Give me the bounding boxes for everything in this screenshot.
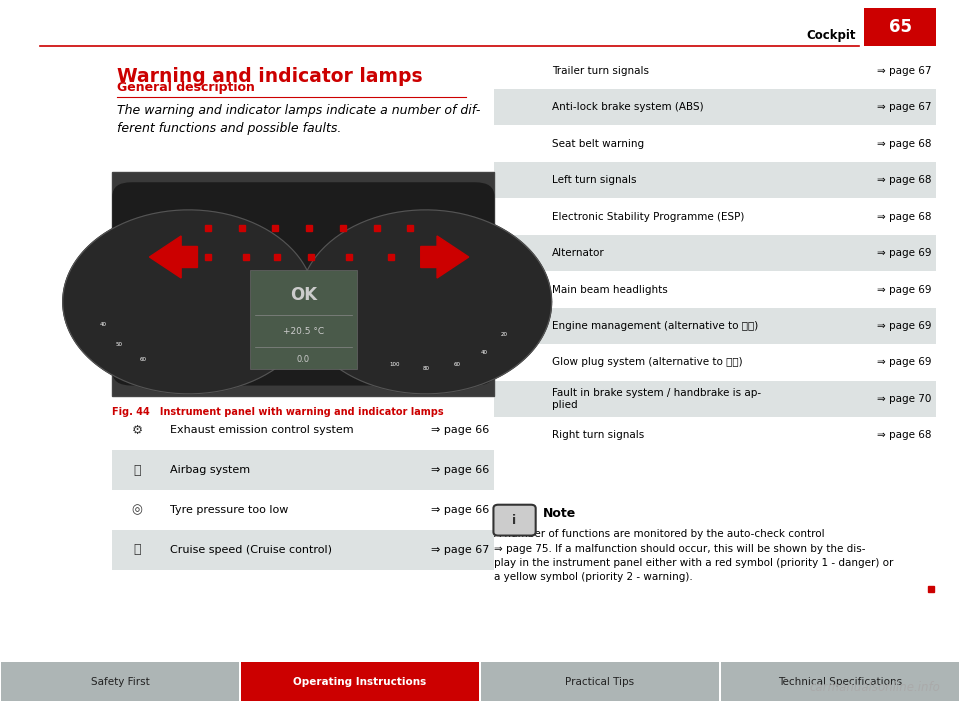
FancyBboxPatch shape [493,505,536,536]
Text: Warning and indicator lamps: Warning and indicator lamps [117,67,422,86]
Text: Main beam headlights: Main beam headlights [552,285,668,294]
Text: 100: 100 [390,362,400,367]
Polygon shape [420,236,468,278]
FancyBboxPatch shape [494,235,936,271]
Text: Alternator: Alternator [552,248,605,258]
Text: Glow plug system (alternative to ⒿⓂ): Glow plug system (alternative to ⒿⓂ) [552,358,743,367]
Text: ⇒ page 66: ⇒ page 66 [431,505,490,515]
Text: Fault in brake system / handbrake is ap-
plied: Fault in brake system / handbrake is ap-… [552,388,761,410]
FancyBboxPatch shape [494,381,936,417]
Text: Seat belt warning: Seat belt warning [552,139,644,149]
Text: ⇒ page 67: ⇒ page 67 [876,66,931,76]
FancyBboxPatch shape [241,662,479,701]
FancyBboxPatch shape [494,308,936,344]
Text: ⇒ page 70: ⇒ page 70 [876,394,931,404]
FancyBboxPatch shape [112,450,494,490]
FancyBboxPatch shape [1,662,239,701]
Text: Cockpit: Cockpit [806,29,856,41]
Text: Exhaust emission control system: Exhaust emission control system [170,425,353,435]
Text: 40: 40 [480,350,488,355]
Text: A number of functions are monitored by the auto-check control
⇒ page 75. If a ma: A number of functions are monitored by t… [494,529,894,583]
FancyBboxPatch shape [494,89,936,125]
Text: 50: 50 [116,342,123,347]
Text: i: i [513,514,516,526]
Text: Electronic Stability Programme (ESP): Electronic Stability Programme (ESP) [552,212,744,222]
Text: General description: General description [117,81,255,94]
Text: Left turn signals: Left turn signals [552,175,636,185]
Text: ⇒ page 69: ⇒ page 69 [876,248,931,258]
FancyBboxPatch shape [112,530,494,570]
Text: Airbag system: Airbag system [170,465,250,475]
Text: 60: 60 [453,362,460,367]
Text: ⇒ page 66: ⇒ page 66 [431,425,490,435]
Text: ⇒ page 68: ⇒ page 68 [876,430,931,440]
Text: Cruise speed (Cruise control): Cruise speed (Cruise control) [170,545,332,555]
Text: Tyre pressure too low: Tyre pressure too low [170,505,288,515]
Text: 👤: 👤 [133,463,141,477]
Text: Operating Instructions: Operating Instructions [294,676,426,687]
Text: carmanualsonline.info: carmanualsonline.info [810,681,941,694]
Text: 40: 40 [100,322,107,327]
Text: Note: Note [542,507,576,520]
Text: 60: 60 [140,357,147,362]
Text: The warning and indicator lamps indicate a number of dif-
ferent functions and p: The warning and indicator lamps indicate… [117,104,481,135]
FancyBboxPatch shape [250,271,357,369]
Polygon shape [150,236,198,278]
Text: 65: 65 [889,18,911,36]
Text: Safety First: Safety First [90,676,150,687]
Text: Right turn signals: Right turn signals [552,430,644,440]
Text: ⇒ page 68: ⇒ page 68 [876,212,931,222]
Text: ⇒ page 67: ⇒ page 67 [431,545,490,555]
FancyBboxPatch shape [494,162,936,198]
Text: ⇒ page 67: ⇒ page 67 [876,102,931,112]
Text: Practical Tips: Practical Tips [565,676,635,687]
Text: OK: OK [290,286,317,304]
FancyBboxPatch shape [721,662,959,701]
Text: 🔧: 🔧 [133,543,141,557]
Text: 20: 20 [501,332,508,337]
Polygon shape [300,210,552,394]
Text: Engine management (alternative to ⓊⓊ): Engine management (alternative to ⓊⓊ) [552,321,758,331]
Text: 0.0: 0.0 [297,355,310,364]
FancyBboxPatch shape [112,182,494,386]
Text: +20.5 °C: +20.5 °C [283,327,324,336]
Text: ◎: ◎ [132,503,143,517]
FancyBboxPatch shape [112,172,494,396]
Text: ⇒ page 69: ⇒ page 69 [876,321,931,331]
FancyBboxPatch shape [481,662,719,701]
Text: Trailer turn signals: Trailer turn signals [552,66,649,76]
Text: ⇒ page 69: ⇒ page 69 [876,358,931,367]
Text: ⇒ page 68: ⇒ page 68 [876,139,931,149]
FancyBboxPatch shape [864,8,936,46]
Text: ⚙: ⚙ [132,423,143,437]
Text: ⇒ page 66: ⇒ page 66 [431,465,490,475]
Text: Fig. 44   Instrument panel with warning and indicator lamps: Fig. 44 Instrument panel with warning an… [112,407,444,416]
Text: 80: 80 [422,365,429,371]
Polygon shape [62,210,315,394]
Text: ⇒ page 68: ⇒ page 68 [876,175,931,185]
Text: ⇒ page 69: ⇒ page 69 [876,285,931,294]
Text: Technical Specifications: Technical Specifications [778,676,902,687]
Text: Anti-lock brake system (ABS): Anti-lock brake system (ABS) [552,102,704,112]
